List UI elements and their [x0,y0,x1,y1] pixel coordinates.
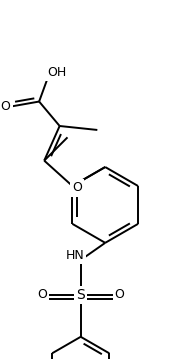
Text: O: O [1,100,11,113]
Text: S: S [76,288,85,302]
Text: O: O [37,288,47,302]
Text: OH: OH [47,66,66,79]
Text: HN: HN [65,248,84,261]
Text: O: O [72,182,82,195]
Text: O: O [115,288,124,302]
